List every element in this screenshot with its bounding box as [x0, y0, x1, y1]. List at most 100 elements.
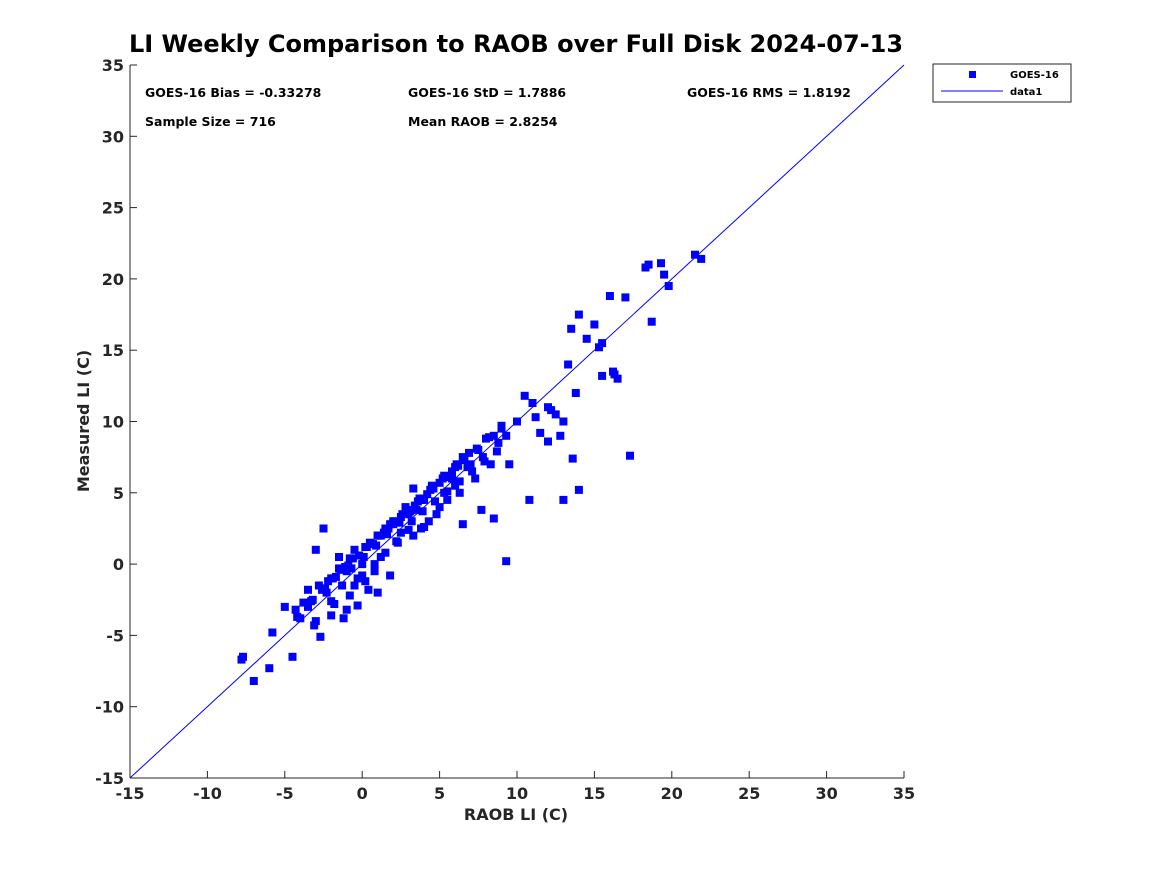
data-point: [324, 577, 333, 586]
data-point: [564, 360, 573, 369]
data-point: [384, 524, 393, 533]
data-point: [390, 517, 399, 526]
data-point: [595, 343, 603, 352]
data-point: [347, 564, 356, 573]
data-point: [288, 652, 297, 661]
data-point: [370, 560, 379, 569]
data-point: [386, 571, 395, 580]
data-point: [311, 545, 320, 554]
data-point: [335, 553, 343, 561]
data-point: [478, 453, 487, 462]
data-point: [556, 431, 565, 440]
data-point: [348, 554, 357, 563]
data-point: [435, 478, 444, 487]
data-point: [657, 259, 665, 268]
data-point: [451, 481, 460, 490]
data-point: [418, 507, 427, 516]
data-point: [574, 485, 583, 494]
data-point: [412, 505, 421, 514]
data-point: [489, 431, 498, 440]
data-point: [327, 611, 336, 620]
data-point: [472, 444, 481, 453]
data-point: [435, 503, 444, 512]
data-point: [443, 487, 452, 496]
data-point: [280, 602, 289, 611]
data-point: [513, 417, 521, 426]
data-point: [398, 510, 407, 519]
legend-label-data1: data1: [1010, 87, 1042, 98]
data-point: [598, 339, 607, 348]
data-point: [410, 501, 419, 510]
data-point: [551, 410, 560, 419]
data-point: [409, 484, 418, 493]
data-point: [697, 254, 706, 263]
data-point: [458, 520, 467, 529]
data-point: [249, 677, 258, 685]
data-point: [454, 461, 463, 470]
data-point: [409, 531, 418, 540]
data-point: [502, 557, 511, 566]
data-point: [392, 537, 401, 546]
x-tick-label: 25: [738, 784, 760, 803]
x-tick-label: 35: [893, 784, 915, 803]
data-point: [304, 585, 312, 594]
data-point: [429, 484, 438, 493]
y-tick-label: 5: [113, 484, 124, 503]
data-point: [319, 524, 328, 533]
data-point: [448, 474, 456, 483]
y-tick-label: 10: [102, 413, 124, 432]
x-tick-label: -10: [193, 784, 222, 803]
data-point: [296, 614, 305, 623]
y-tick-label: 0: [113, 555, 124, 574]
legend: GOES-16 data1: [932, 63, 1072, 103]
data-point: [406, 507, 415, 516]
data-point: [485, 433, 494, 442]
data-point: [322, 588, 331, 597]
data-point: [559, 495, 568, 504]
data-point: [574, 310, 583, 319]
data-point: [268, 628, 277, 637]
data-point: [605, 292, 614, 300]
data-point: [350, 545, 359, 554]
data-point: [660, 270, 669, 279]
scatter-points-layer: [237, 250, 706, 685]
data-point: [455, 488, 464, 497]
x-tick-label: 15: [583, 784, 605, 803]
chart-title: LI Weekly Comparison to RAOB over Full D…: [129, 30, 903, 58]
data-point: [383, 530, 391, 539]
data-point: [492, 447, 501, 456]
y-ticks: -15 -10 -5 0 5 10 15 20 25 30 35: [95, 56, 137, 788]
data-point: [342, 567, 351, 576]
y-tick-label: -10: [95, 698, 124, 717]
data-point: [621, 293, 630, 302]
data-point: [567, 324, 576, 333]
data-point: [448, 467, 456, 476]
data-point: [571, 389, 580, 397]
data-point: [341, 563, 350, 571]
data-point: [376, 553, 385, 561]
y-tick-label: 30: [102, 127, 124, 146]
data-point: [364, 585, 373, 594]
data-point: [536, 428, 545, 437]
data-point: [465, 448, 473, 457]
data-point: [486, 460, 495, 469]
data-point: [361, 543, 370, 551]
data-point: [404, 525, 413, 534]
data-point: [291, 605, 300, 614]
legend-box: [932, 63, 1072, 103]
stat-mean-raob: Mean RAOB = 2.8254: [408, 114, 558, 129]
y-axis-label: Measured LI (C): [74, 350, 93, 492]
data-point: [372, 541, 381, 550]
data-point: [358, 560, 367, 569]
data-point: [644, 260, 653, 269]
data-point: [304, 602, 312, 611]
data-point: [494, 438, 503, 447]
data-point: [355, 551, 364, 560]
data-point: [311, 617, 320, 626]
data-point: [407, 517, 416, 526]
data-point: [626, 451, 634, 460]
data-point: [386, 520, 395, 529]
data-point: [664, 282, 673, 290]
data-point: [350, 581, 359, 590]
data-point: [339, 614, 348, 623]
